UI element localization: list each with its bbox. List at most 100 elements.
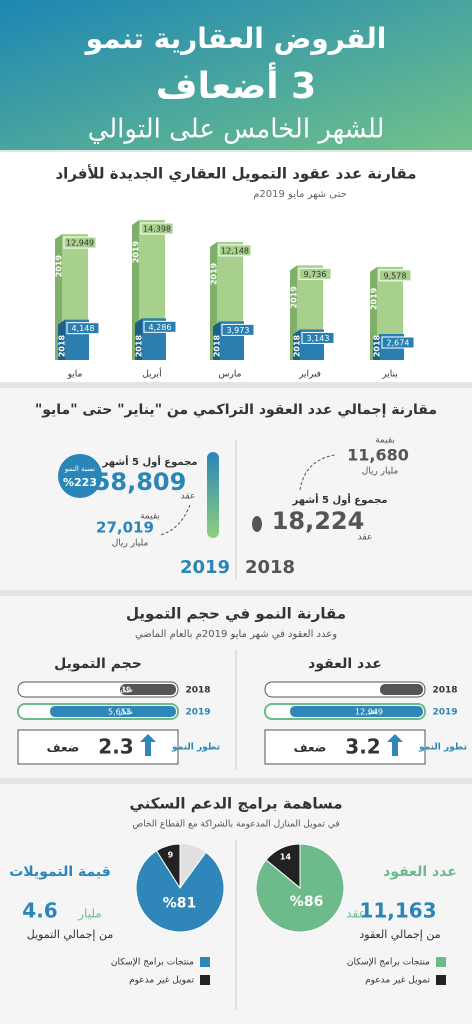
- legend-label: منتجات برامج الإسكان: [111, 958, 194, 968]
- pill-fill: [50, 706, 176, 717]
- chart-title: مقارنة عدد عقود التمويل العقاري الجديدة …: [55, 165, 416, 184]
- pie-slice: [135, 850, 225, 933]
- factor: 3.2: [345, 735, 380, 759]
- label: من إجمالي التمويل: [27, 928, 114, 941]
- section-title: مقارنة إجمالي عدد العقود التراكمي من "ين…: [35, 402, 437, 418]
- arrow: [299, 454, 336, 491]
- label: مليار: [77, 907, 101, 922]
- factor: 2.3: [98, 735, 133, 759]
- label: ضعف: [47, 741, 80, 755]
- legend-swatch: [436, 975, 446, 985]
- label: من إجمالي العقود: [359, 928, 440, 941]
- label: بقيمة: [140, 512, 160, 522]
- series-label: 2018: [213, 334, 222, 357]
- header-bg: [0, 0, 472, 150]
- heading: حجم التمويل: [54, 656, 142, 672]
- factor-label: تطور النمو: [418, 743, 467, 753]
- heading: قيمة التمويلات: [9, 864, 111, 880]
- data-label: 9: [168, 851, 174, 860]
- bar-side: [293, 329, 300, 360]
- label: عقد: [346, 907, 366, 921]
- x-tick-label: يناير: [381, 370, 398, 380]
- value-label: 14,398: [143, 225, 171, 234]
- pill-fill: [120, 684, 176, 695]
- pie-slice: [255, 843, 345, 933]
- series-label: 2019: [55, 255, 64, 278]
- pill-fill: [380, 684, 423, 695]
- x-tick-label: فبراير: [298, 370, 321, 380]
- value: 4,148: [355, 686, 378, 695]
- data-label: 14: [280, 852, 292, 861]
- label: مليار: [118, 708, 133, 716]
- cumulative-bar: [252, 516, 262, 532]
- series-label: 2018: [58, 334, 67, 357]
- value-label: 9,736: [304, 270, 327, 279]
- value-label-bg: [381, 336, 415, 349]
- section-subtitle: في تمويل المنازل المدعومة بالشراكة مع ال…: [132, 820, 339, 830]
- title: القروض العقارية تنمو: [84, 22, 387, 55]
- factor-label: تطور النمو: [171, 743, 220, 753]
- value: 11,680: [347, 446, 409, 465]
- year: 2018: [432, 686, 457, 696]
- series-label: 2018: [135, 334, 144, 357]
- section-title: مساهمة برامج الدعم السكني: [129, 795, 342, 813]
- series-label: 2018: [293, 334, 302, 357]
- legend-label: منتجات برامج الإسكان: [347, 958, 430, 968]
- value-label: 2,674: [387, 338, 410, 347]
- value-label-bg: [218, 244, 252, 257]
- value: 2,539: [108, 686, 131, 695]
- value: 27,019: [96, 519, 154, 537]
- value-label: 12,148: [221, 246, 249, 255]
- arrow: [159, 504, 191, 536]
- value-label-bg: [140, 222, 174, 235]
- year: 2019: [185, 708, 210, 718]
- value-label-bg: [301, 331, 335, 344]
- series-label: 2019: [370, 287, 379, 310]
- x-tick-label: أبريل: [142, 368, 161, 380]
- value: 18,224: [272, 507, 365, 535]
- cumulative-bar: [207, 452, 219, 538]
- legend-swatch: [200, 975, 210, 985]
- value-label: 12,949: [66, 239, 94, 248]
- label: مليار: [118, 686, 133, 694]
- label: بقيمة: [375, 436, 395, 446]
- legend-swatch: [436, 957, 446, 967]
- x-tick-label: مارس: [219, 370, 242, 380]
- value-label-bg: [298, 267, 332, 280]
- series-label: 2019: [290, 286, 299, 309]
- value-label: 4,286: [149, 323, 172, 332]
- title: 3 أضعاف: [156, 62, 316, 107]
- label: مليار ريال: [362, 467, 399, 477]
- bar-side: [370, 266, 377, 360]
- section-title: مقارنة النمو في حجم التمويل: [126, 605, 346, 623]
- bar-side: [58, 319, 65, 360]
- label: عقد: [367, 708, 378, 716]
- label: %223: [63, 476, 97, 489]
- label: عقد: [367, 686, 378, 694]
- value-label-bg: [143, 320, 177, 333]
- label: مجموع أول 5 أشهر: [291, 493, 387, 506]
- data-label: %86: [290, 894, 324, 910]
- heading: عدد العقود: [383, 864, 457, 880]
- growth-badge: [58, 454, 102, 498]
- value-label: 9,578: [384, 271, 407, 280]
- bar-side: [213, 321, 220, 360]
- label: عقد: [181, 492, 196, 502]
- label: نسبة النمو: [64, 465, 95, 473]
- chart-subtitle: حتى شهر مايو 2019م: [253, 189, 347, 200]
- year: 2019: [180, 557, 230, 578]
- x-tick-label: مايو: [67, 370, 83, 380]
- value: 5,653: [108, 708, 131, 717]
- value: 4.6: [22, 899, 57, 923]
- factor-box: [264, 729, 426, 765]
- label: مجموع أول 5 أشهر: [101, 455, 197, 468]
- value: 58,809: [94, 468, 187, 496]
- series-label: 2019: [132, 240, 141, 263]
- heading: عدد العقود: [308, 656, 382, 672]
- label: ضعف: [294, 741, 327, 755]
- label: مليار ريال: [112, 539, 149, 549]
- up-arrow: [387, 734, 403, 756]
- factor-box: [17, 729, 179, 765]
- value-label: 3,973: [227, 326, 250, 335]
